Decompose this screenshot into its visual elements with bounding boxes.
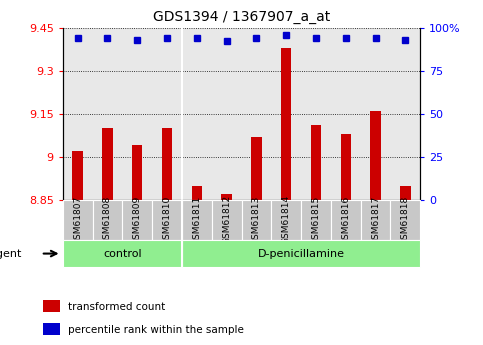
FancyBboxPatch shape: [331, 200, 361, 240]
Text: agent: agent: [0, 249, 22, 258]
FancyBboxPatch shape: [93, 200, 122, 240]
Bar: [43, 300, 60, 312]
Bar: [72, 151, 83, 200]
Bar: [162, 128, 172, 200]
Text: GSM61815: GSM61815: [312, 195, 320, 245]
Text: GSM61812: GSM61812: [222, 195, 231, 245]
Text: GSM61808: GSM61808: [103, 195, 112, 245]
Bar: [251, 137, 262, 200]
Bar: [192, 186, 202, 200]
Text: GSM61817: GSM61817: [371, 195, 380, 245]
Text: GSM61813: GSM61813: [252, 195, 261, 245]
Text: GSM61816: GSM61816: [341, 195, 350, 245]
Bar: [370, 111, 381, 200]
Bar: [400, 186, 411, 200]
Bar: [281, 48, 291, 200]
FancyBboxPatch shape: [390, 200, 420, 240]
Bar: [102, 128, 113, 200]
Text: GSM61807: GSM61807: [73, 195, 82, 245]
Bar: [43, 323, 60, 335]
FancyBboxPatch shape: [242, 200, 271, 240]
FancyBboxPatch shape: [212, 200, 242, 240]
Text: control: control: [103, 249, 142, 258]
Text: GSM61810: GSM61810: [163, 195, 171, 245]
FancyBboxPatch shape: [301, 200, 331, 240]
Text: transformed count: transformed count: [68, 302, 165, 312]
FancyBboxPatch shape: [182, 240, 420, 267]
Text: GSM61818: GSM61818: [401, 195, 410, 245]
Text: GSM61811: GSM61811: [192, 195, 201, 245]
Bar: [221, 194, 232, 200]
Bar: [132, 146, 142, 200]
FancyBboxPatch shape: [271, 200, 301, 240]
FancyBboxPatch shape: [63, 240, 182, 267]
Text: GSM61814: GSM61814: [282, 195, 291, 245]
Text: D-penicillamine: D-penicillamine: [257, 249, 344, 258]
Bar: [311, 125, 321, 200]
Title: GDS1394 / 1367907_a_at: GDS1394 / 1367907_a_at: [153, 10, 330, 24]
FancyBboxPatch shape: [63, 200, 93, 240]
Text: GSM61809: GSM61809: [133, 195, 142, 245]
Bar: [341, 134, 351, 200]
FancyBboxPatch shape: [361, 200, 390, 240]
FancyBboxPatch shape: [122, 200, 152, 240]
FancyBboxPatch shape: [182, 200, 212, 240]
Text: percentile rank within the sample: percentile rank within the sample: [68, 325, 244, 335]
FancyBboxPatch shape: [152, 200, 182, 240]
